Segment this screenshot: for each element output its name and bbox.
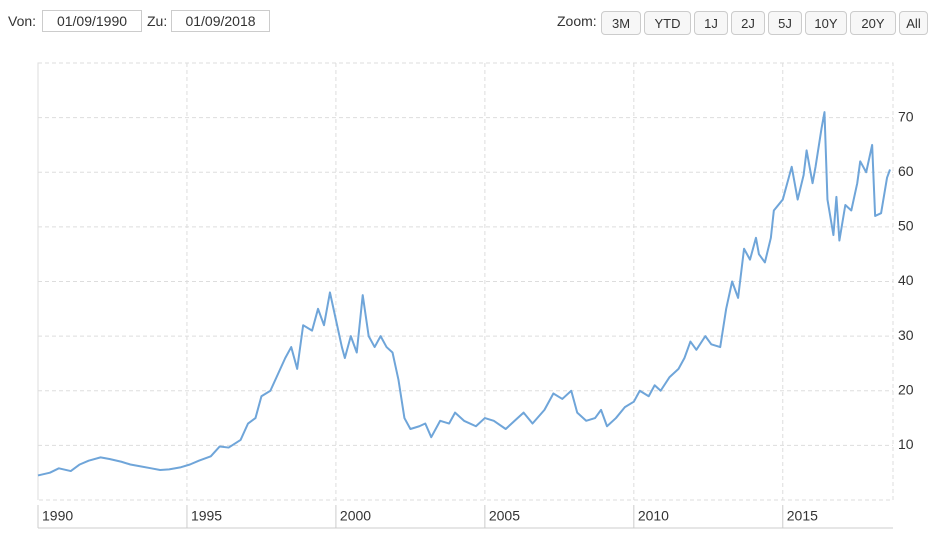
zoom-button[interactable]: 20Y <box>850 11 896 35</box>
to-input[interactable]: 01/09/2018 <box>171 10 270 32</box>
x-tick-label: 1995 <box>191 508 222 524</box>
y-tick-label: 10 <box>898 436 914 452</box>
y-tick-label: 50 <box>898 218 914 234</box>
from-label: Von: <box>8 13 37 29</box>
zoom-button[interactable]: YTD <box>644 11 691 35</box>
from-input[interactable]: 01/09/1990 <box>42 10 142 32</box>
x-tick-label: 2005 <box>489 508 520 524</box>
y-tick-label: 30 <box>898 327 914 343</box>
to-label: Zu: <box>147 13 168 29</box>
y-tick-label: 70 <box>898 108 914 124</box>
x-tick-label: 1990 <box>42 508 73 524</box>
zoom-button[interactable]: All <box>899 11 928 35</box>
zoom-button[interactable]: 2J <box>731 11 765 35</box>
zoom-button[interactable]: 1J <box>694 11 728 35</box>
y-tick-label: 40 <box>898 272 914 288</box>
zoom-button[interactable]: 3M <box>601 11 641 35</box>
series-line <box>37 111 891 477</box>
x-tick-label: 2015 <box>787 508 818 524</box>
y-tick-label: 20 <box>898 381 914 397</box>
zoom-button[interactable]: 10Y <box>805 11 847 35</box>
zoom-label: Zoom: <box>557 13 597 29</box>
x-tick-label: 2010 <box>638 508 669 524</box>
zoom-button[interactable]: 5J <box>768 11 802 35</box>
x-tick-label: 2000 <box>340 508 371 524</box>
y-tick-label: 60 <box>898 163 914 179</box>
